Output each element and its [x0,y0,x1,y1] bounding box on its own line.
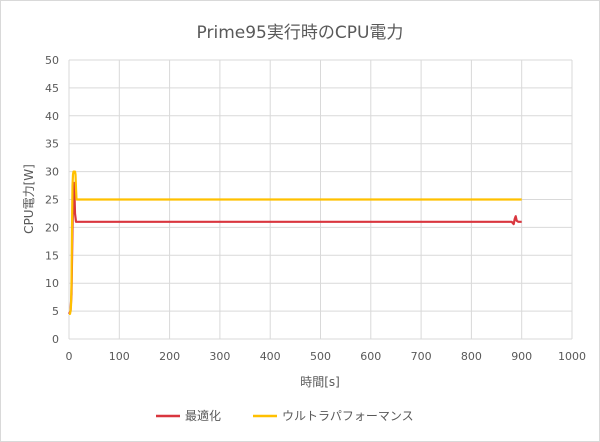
x-tick-label: 100 [109,350,130,363]
series-line-1 [68,170,522,315]
x-tick-label: 500 [310,350,331,363]
x-tick-label: 900 [511,350,532,363]
x-tick-label: 200 [159,350,180,363]
y-tick-label: 10 [45,277,59,290]
x-tick-label: 1000 [558,350,586,363]
y-tick-label: 35 [45,138,59,151]
y-tick-label: 30 [45,166,59,179]
chart-title: Prime95実行時のCPU電力 [197,23,404,43]
y-tick-label: 15 [45,249,59,262]
x-tick-label: 700 [411,350,432,363]
y-tick-label: 25 [45,194,59,207]
x-axis-label: 時間[s] [300,375,340,389]
legend-label-1: ウルトラパフォーマンス [282,409,414,423]
series-line-0 [68,181,522,315]
legend: 最適化 ウルトラパフォーマンス [156,408,414,423]
x-tick-label: 300 [209,350,230,363]
legend-label-0: 最適化 [185,408,221,423]
y-tick-label: 40 [45,110,59,123]
series-lines [68,170,522,315]
x-tick-label: 800 [461,350,482,363]
y-tick-label: 50 [45,54,59,67]
y-tick-label: 20 [45,221,59,234]
x-tick-label: 0 [66,350,73,363]
y-tick-label: 5 [52,305,59,318]
y-axis-tick-labels: 0 5 10 15 20 25 30 35 40 45 50 [45,54,59,346]
x-tick-label: 400 [260,350,281,363]
y-tick-label: 45 [45,82,59,95]
y-axis-label: CPU電力[W] [22,164,36,234]
x-tick-label: 600 [360,350,381,363]
y-tick-label: 0 [52,333,59,346]
x-axis-tick-labels: 0 100 200 300 400 500 600 700 800 900 1000 [66,350,587,363]
